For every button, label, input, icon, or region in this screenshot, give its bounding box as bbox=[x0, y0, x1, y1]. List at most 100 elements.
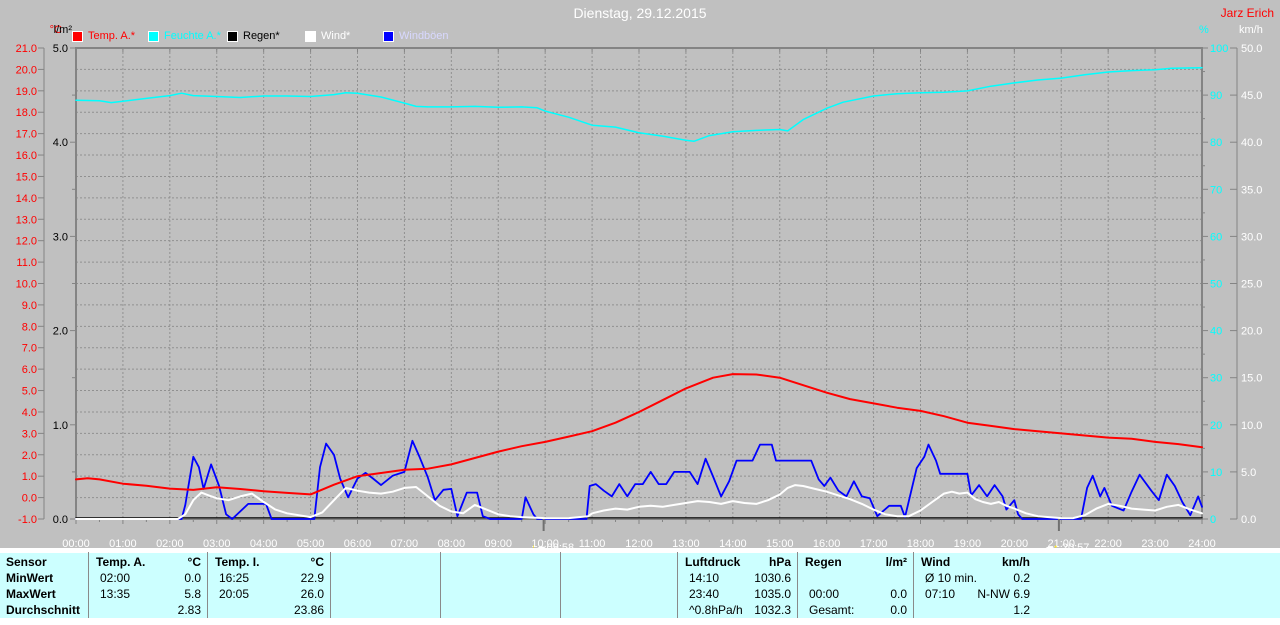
x-tick-label: 23:00 bbox=[1141, 538, 1169, 550]
chart-series bbox=[75, 67, 1203, 520]
legend-label: Feuchte A.* bbox=[164, 30, 221, 42]
temp-tick-label: 15.0 bbox=[16, 171, 37, 183]
x-tick-label: 07:00 bbox=[391, 538, 419, 550]
x-tick-label: 11:00 bbox=[579, 538, 606, 550]
humidity-tick-label: 50 bbox=[1210, 279, 1222, 291]
table-value: 0.0 bbox=[890, 603, 907, 617]
wind-tick-label: 35.0 bbox=[1241, 184, 1262, 196]
rain-axis-unit: l/m² bbox=[53, 24, 72, 36]
table-bottom-divider bbox=[0, 618, 1280, 625]
temp-tick-label: 6.0 bbox=[22, 364, 37, 376]
x-tick-label: 01:00 bbox=[109, 538, 137, 550]
humidity-tick-label: 0 bbox=[1210, 514, 1216, 526]
legend-label: Windböen bbox=[399, 30, 449, 42]
x-tick-label: 05:00 bbox=[297, 538, 325, 550]
wind-tick-label: 30.0 bbox=[1241, 231, 1262, 243]
x-tick-label: 06:00 bbox=[344, 538, 372, 550]
table-value: 0.0 bbox=[184, 571, 201, 585]
page-title: Dienstag, 29.12.2015 bbox=[573, 5, 707, 21]
table-separator bbox=[207, 552, 208, 618]
table-value-time: Ø 10 min. bbox=[925, 571, 978, 585]
table-col-name: Temp. A. bbox=[96, 555, 146, 569]
legend-label: Wind* bbox=[321, 30, 351, 42]
table-value-time: ^0.8hPa/h bbox=[689, 603, 743, 617]
table-row-label: Durchschnitt bbox=[6, 603, 81, 617]
table-separator bbox=[913, 552, 914, 618]
rain-tick-label: 3.0 bbox=[53, 231, 68, 243]
temp-axis-unit: °C bbox=[49, 24, 62, 36]
legend-item-windböen: Windböen bbox=[383, 30, 449, 42]
table-value: 22.9 bbox=[300, 571, 324, 585]
temp-tick-label: 21.0 bbox=[16, 43, 37, 55]
x-tick-label: 24:00 bbox=[1188, 538, 1216, 550]
humidity-tick-label: 90 bbox=[1210, 90, 1222, 102]
table-value: 26.0 bbox=[300, 587, 324, 601]
temp-tick-label: 19.0 bbox=[16, 86, 37, 98]
wind-axis-unit: km/h bbox=[1239, 24, 1263, 36]
temp-tick-label: 20.0 bbox=[16, 64, 37, 76]
table-value-time: 07:10 bbox=[925, 587, 956, 601]
x-tick-label: 21:00 bbox=[1047, 538, 1075, 550]
legend-swatch-icon bbox=[383, 30, 394, 42]
table-value-time: 02:00 bbox=[100, 571, 131, 585]
x-tick-label: 10:00 bbox=[531, 538, 559, 550]
humidity-tick-label: 30 bbox=[1210, 373, 1222, 385]
x-axis-labels: 00:00 01:00 02:00 03:00 04:00 05:00 06:00 07:00… bbox=[62, 538, 1216, 550]
x-tick-label: 16:00 bbox=[813, 538, 841, 550]
table-col-unit: km/h bbox=[1001, 555, 1030, 569]
table-col-name: Regen bbox=[805, 555, 842, 569]
table-value-time: 14:10 bbox=[689, 571, 720, 585]
x-tick-label: 18:00 bbox=[907, 538, 935, 550]
humidity-axis-unit: % bbox=[1199, 24, 1209, 36]
table-row-label: MinWert bbox=[6, 571, 54, 585]
x-tick-label: 09:00 bbox=[484, 538, 512, 550]
table-value-time: 13:35 bbox=[100, 587, 131, 601]
legend-label: Regen* bbox=[243, 30, 280, 42]
table-col-name: Luftdruck bbox=[685, 555, 741, 569]
wind-tick-label: 50.0 bbox=[1241, 43, 1262, 55]
temp-tick-label: 11.0 bbox=[16, 257, 37, 269]
x-tick-label: 14:00 bbox=[719, 538, 747, 550]
temp-tick-label: 5.0 bbox=[22, 386, 37, 398]
wind-axis: 50.0 45.0 40.0 35.0 30.0 25.0 20.0 15.0 10.0 5.0 0… bbox=[1230, 43, 1262, 526]
series-feuchtea bbox=[75, 67, 1203, 143]
rain-tick-label: 0.0 bbox=[53, 514, 68, 526]
table-value: 1030.6 bbox=[754, 571, 791, 585]
x-tick-label: 15:00 bbox=[766, 538, 794, 550]
legend-swatch-icon bbox=[72, 30, 83, 42]
legend-item-wind: Wind* bbox=[305, 30, 350, 42]
series-tempa bbox=[75, 373, 1203, 496]
table-value: 2.83 bbox=[177, 603, 201, 617]
table-value-time: 20:05 bbox=[219, 587, 250, 601]
x-tick-label: 22:00 bbox=[1094, 538, 1122, 550]
temp-tick-label: -1.0 bbox=[18, 514, 37, 526]
rain-axis: 5.0 4.0 3.0 2.0 1.0 0.0 bbox=[53, 43, 76, 526]
table-row-label: MaxWert bbox=[6, 587, 56, 601]
humidity-tick-label: 70 bbox=[1210, 184, 1222, 196]
table-col-name: Wind bbox=[921, 555, 951, 569]
x-tick-label: 03:00 bbox=[203, 538, 231, 550]
table-value: 1035.0 bbox=[754, 587, 791, 601]
temp-tick-label: 13.0 bbox=[16, 214, 37, 226]
rain-tick-label: 4.0 bbox=[53, 137, 68, 149]
table-top-divider bbox=[0, 548, 1280, 553]
table-value: 1032.3 bbox=[754, 603, 791, 617]
legend-swatch-icon bbox=[305, 30, 316, 42]
rain-tick-label: 2.0 bbox=[53, 326, 68, 338]
x-tick-label: 00:00 bbox=[62, 538, 90, 550]
table-separator bbox=[330, 552, 331, 618]
wind-tick-label: 15.0 bbox=[1241, 373, 1262, 385]
x-tick-label: 19:00 bbox=[954, 538, 982, 550]
temp-tick-label: 7.0 bbox=[22, 343, 37, 355]
temp-axis: 21.0 20.0 19.0 18.0 17.0 16.0 15.0 14.0 13.0 12.0… bbox=[16, 43, 45, 526]
wind-tick-label: 0.0 bbox=[1241, 514, 1256, 526]
temp-tick-label: 16.0 bbox=[16, 150, 37, 162]
table-separator bbox=[560, 552, 561, 618]
temp-tick-label: 9.0 bbox=[22, 300, 37, 312]
series-windben bbox=[75, 439, 1203, 520]
humidity-tick-label: 60 bbox=[1210, 231, 1222, 243]
legend-item-regen: Regen* bbox=[227, 30, 280, 42]
temp-tick-label: 2.0 bbox=[22, 450, 37, 462]
